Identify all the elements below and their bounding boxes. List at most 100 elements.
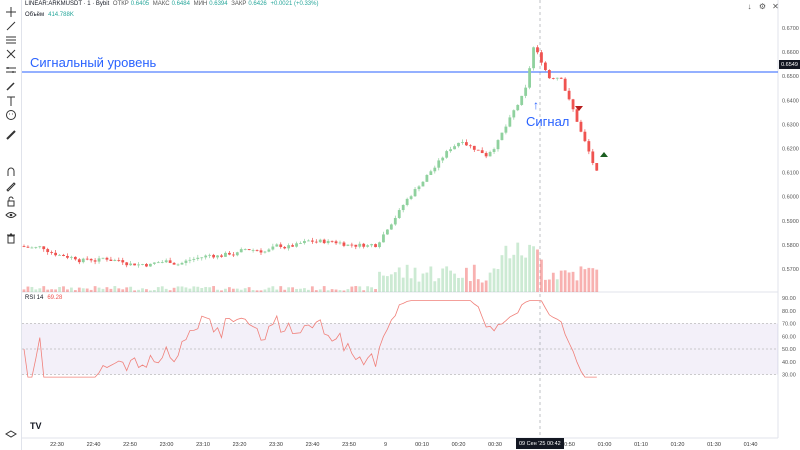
candle-body	[54, 252, 57, 256]
volume-bar	[559, 270, 563, 292]
candle-body	[563, 78, 567, 91]
volume-bar	[579, 266, 583, 292]
volume-bar	[551, 272, 555, 292]
candle-body	[164, 260, 168, 263]
candle-body	[330, 240, 334, 242]
close-value: 0.6426	[248, 1, 267, 7]
trash-icon[interactable]	[2, 230, 19, 245]
volume-bar	[192, 286, 196, 292]
candle-body	[461, 142, 464, 143]
volume-bar	[386, 276, 389, 292]
volume-bar	[595, 269, 599, 292]
candle-body	[30, 247, 34, 249]
price-axis-tick: 0.6100	[782, 171, 799, 177]
candle-body	[117, 260, 121, 261]
candle-body	[239, 249, 243, 253]
candle-body	[417, 186, 421, 190]
volume-bar	[62, 286, 65, 292]
volume-bar	[54, 289, 57, 292]
volume-bar	[540, 259, 543, 292]
time-axis-tick: 01:10	[634, 442, 648, 448]
candle-body	[393, 217, 397, 225]
volume-bar	[370, 287, 373, 292]
candle-body	[520, 95, 524, 105]
volume-bar	[382, 275, 385, 292]
close-icon[interactable]: ✕	[772, 2, 779, 11]
candle-body	[551, 78, 555, 79]
volume-bar	[342, 290, 346, 292]
volume-bar	[255, 290, 259, 292]
volume-bar	[484, 280, 488, 292]
candle-body	[488, 151, 492, 157]
volume-bar	[362, 290, 366, 292]
volume-bar	[587, 267, 591, 292]
measure-icon[interactable]	[2, 62, 19, 77]
candle-body	[283, 247, 287, 249]
rsi-axis-tick: 90.00	[782, 296, 796, 302]
layers-icon[interactable]	[2, 427, 19, 442]
crosshair-icon[interactable]	[2, 4, 19, 19]
price-axis-tick: 0.5800	[782, 243, 799, 249]
candle-body	[50, 252, 54, 253]
volume-bar	[299, 288, 302, 292]
fib-icon[interactable]	[2, 32, 19, 47]
volume-bar	[409, 278, 413, 292]
eye-icon[interactable]	[2, 207, 19, 222]
candle-body	[176, 264, 180, 266]
candle-body	[362, 243, 366, 247]
candle-body	[267, 249, 271, 252]
magnet-icon[interactable]	[2, 164, 19, 179]
candle-body	[42, 246, 46, 250]
volume-bar	[200, 288, 204, 292]
arrow-down-icon[interactable]: ↓	[747, 2, 752, 11]
volume-bar	[73, 290, 77, 292]
volume-bar	[358, 286, 362, 292]
volume-bar	[259, 290, 263, 292]
lock-drawing-icon[interactable]	[2, 178, 19, 193]
volume-bar	[524, 257, 528, 292]
volume-bar	[38, 288, 42, 292]
symbol-title[interactable]: LINEAR:ARKMUSDT · 1 · Bybit	[25, 1, 110, 7]
trend-line-icon[interactable]	[2, 18, 19, 33]
volume-bar	[468, 281, 472, 292]
volume-legend[interactable]: Объём 414.788K	[25, 12, 74, 18]
volume-bar	[208, 287, 212, 292]
brush-icon[interactable]	[2, 78, 19, 93]
candle-body	[255, 250, 259, 251]
ruler-icon[interactable]	[2, 127, 19, 142]
time-axis-tick: 22:40	[87, 442, 101, 448]
settings-icon[interactable]: ⚙	[758, 2, 767, 11]
time-axis-tick: 00:10	[415, 442, 429, 448]
sell-marker	[575, 106, 583, 111]
emoji-icon[interactable]	[2, 107, 19, 122]
candle-body	[571, 99, 575, 110]
volume-bar	[425, 272, 429, 292]
volume-bar	[172, 287, 176, 292]
candle-body	[532, 47, 535, 69]
volume-bar	[520, 255, 524, 292]
volume-bar	[528, 244, 531, 292]
candle-body	[307, 240, 310, 242]
text-icon[interactable]	[2, 93, 19, 108]
tradingview-logo[interactable]: TV	[30, 421, 42, 431]
volume-bar	[58, 287, 61, 292]
candle-body	[97, 258, 101, 262]
candle-body	[389, 224, 393, 230]
time-axis-tick: 01:00	[598, 442, 612, 448]
lock-icon[interactable]	[2, 193, 19, 208]
candle-body	[397, 210, 401, 218]
candle-body	[38, 246, 42, 248]
volume-bar	[101, 288, 105, 292]
volume-bar	[516, 242, 520, 292]
candle-body	[413, 189, 417, 197]
candle-body	[587, 141, 591, 152]
volume-bar	[66, 289, 69, 292]
volume-bar	[188, 288, 192, 292]
candle-body	[476, 149, 480, 151]
volume-bar	[279, 286, 283, 292]
rsi-legend[interactable]: RSI 14 69.28	[25, 295, 62, 301]
volume-bar	[547, 279, 551, 292]
pitchfork-icon[interactable]	[2, 46, 19, 61]
candle-body	[516, 104, 520, 111]
